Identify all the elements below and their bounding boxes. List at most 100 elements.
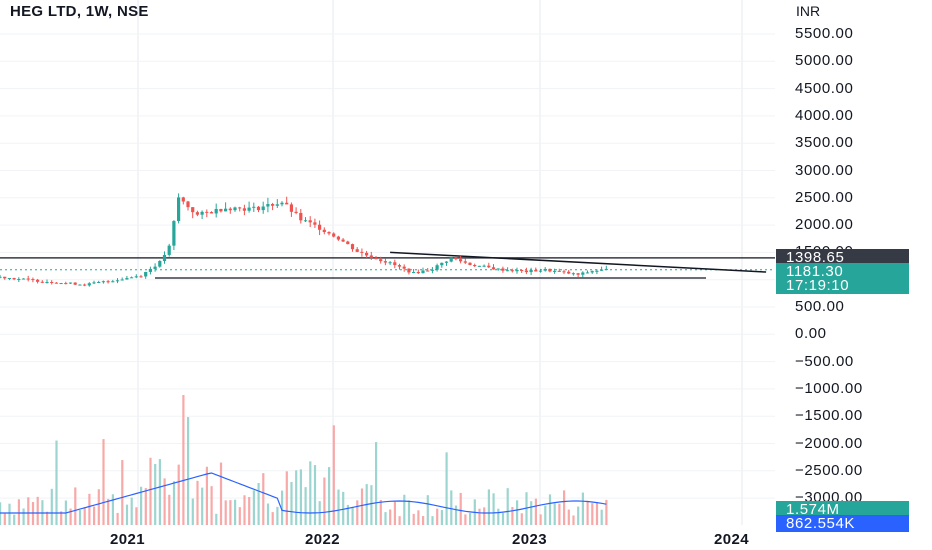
candle-body — [209, 212, 214, 214]
volume-bar — [530, 501, 533, 525]
volume-bar — [417, 510, 420, 525]
price-axis-label: 3500.00 — [795, 134, 854, 152]
candle-body — [412, 271, 416, 273]
candle-body — [313, 222, 317, 225]
candle-body — [421, 270, 425, 274]
volume-bar — [224, 500, 227, 525]
volume-bar — [313, 465, 317, 525]
candle-body — [242, 208, 246, 211]
volume-bar — [553, 503, 556, 525]
candle-body — [524, 270, 528, 273]
candle-body — [557, 270, 561, 272]
volume-bar — [605, 499, 608, 525]
price-axis-label: 2500.00 — [795, 188, 854, 206]
volume-bar — [384, 512, 387, 525]
candle-body — [266, 204, 270, 207]
volume-bar — [210, 486, 213, 525]
candle-body — [0, 276, 2, 278]
volume-bar — [266, 503, 270, 525]
volume-bar — [459, 492, 462, 525]
volume-bar — [111, 494, 114, 525]
volume-bar — [168, 494, 171, 525]
candle-body — [130, 277, 134, 279]
candle-body — [219, 208, 223, 212]
candle-body — [294, 211, 298, 213]
time-axis-label: 2022 — [305, 531, 340, 548]
candle-body — [17, 279, 21, 281]
volume-bar — [262, 473, 265, 525]
volume-bar — [187, 417, 190, 525]
time-axis-label: 2023 — [512, 531, 547, 548]
volume-bar — [469, 512, 472, 525]
volume-bar — [591, 503, 594, 525]
candle-body — [36, 279, 40, 282]
candle-body — [299, 212, 303, 221]
volume-bar — [290, 481, 293, 525]
volume-bar — [243, 495, 246, 525]
candle-body — [459, 259, 463, 262]
candle-body — [285, 202, 289, 205]
candle-body — [590, 271, 594, 273]
volume-bar — [13, 514, 16, 525]
chart-title[interactable]: HEG LTD, 1W, NSE — [10, 3, 149, 20]
candle-body — [134, 276, 138, 278]
volume-bar — [309, 461, 312, 525]
volume-bar — [8, 503, 11, 525]
volume-bar — [22, 508, 25, 525]
volume-bar — [346, 504, 349, 525]
candle-body — [167, 245, 171, 255]
horizontal-levels — [0, 251, 775, 279]
candle-body — [416, 271, 420, 274]
volume-bar — [191, 498, 194, 525]
volume-bar — [595, 502, 599, 525]
volume-bar — [17, 499, 20, 525]
candle-body — [256, 206, 261, 211]
candle-body — [454, 257, 458, 260]
currency-label: INR — [796, 3, 821, 19]
volume-bar — [600, 509, 603, 525]
candle-body — [50, 281, 54, 283]
volume-bar — [248, 496, 251, 525]
volume-bar — [506, 488, 509, 525]
candle-body — [548, 268, 552, 272]
volume-bar — [440, 510, 443, 525]
candle-body — [92, 282, 96, 284]
candle-body — [506, 270, 510, 272]
volume-tag: 1.574M — [776, 501, 909, 518]
candle-body — [54, 282, 58, 284]
candle-body — [369, 255, 373, 258]
volume-bar — [520, 513, 523, 525]
candle-body — [515, 270, 519, 272]
volume-bar — [46, 511, 49, 525]
volume-bar — [281, 490, 284, 525]
volume-bar — [125, 504, 129, 525]
volume-bar — [337, 489, 340, 525]
candle-body — [585, 272, 590, 274]
candle-body — [31, 279, 35, 281]
price-axis-label: 2000.00 — [795, 216, 854, 234]
candle-body — [186, 201, 190, 208]
candle-body — [595, 270, 599, 272]
candle-body — [191, 207, 195, 213]
candle-body — [280, 202, 284, 205]
candle-body — [600, 269, 604, 271]
volume-bar — [69, 508, 72, 525]
volume-bar — [0, 502, 2, 525]
volume-bar — [149, 457, 152, 525]
volume-bar — [360, 488, 364, 525]
volume-bar — [445, 452, 448, 525]
candle-body — [327, 232, 331, 234]
candle-body — [482, 265, 486, 267]
candle-body — [322, 229, 326, 233]
candle-body — [252, 206, 256, 208]
volume-bar — [130, 497, 133, 525]
volume-bar — [407, 500, 411, 525]
volume-bar — [577, 506, 580, 525]
candle-body — [271, 204, 275, 206]
price-axis-label: 5500.00 — [795, 25, 854, 42]
volume-bar — [431, 516, 434, 525]
candle-body — [73, 282, 77, 285]
volume-bar — [158, 459, 161, 525]
